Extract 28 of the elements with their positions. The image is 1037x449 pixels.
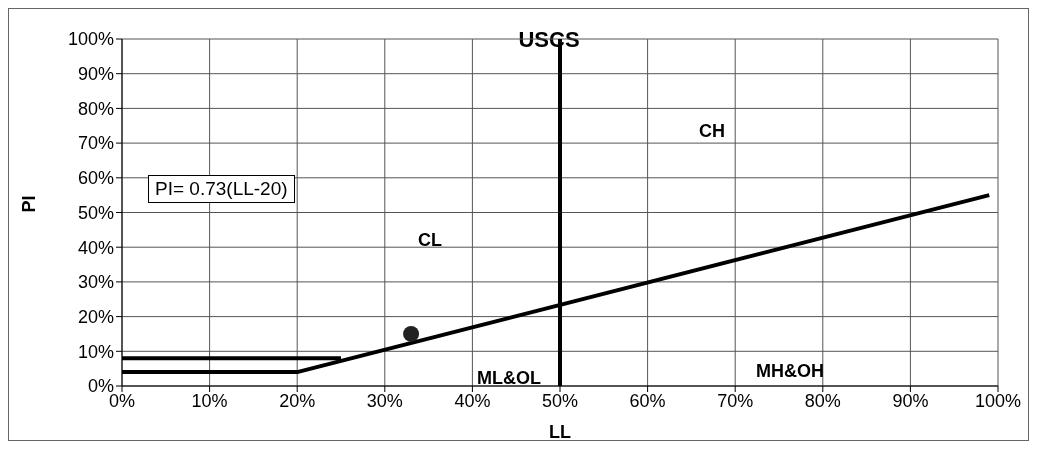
chart-title: USCS: [517, 27, 581, 53]
y-tick-label: 30%: [77, 272, 114, 293]
y-tick-label: 40%: [77, 237, 114, 258]
annotation: CH: [699, 120, 725, 142]
x-tick-label: 50%: [541, 390, 579, 411]
y-tick-label: 70%: [77, 133, 114, 154]
y-axis-title: PI: [19, 195, 40, 213]
y-tick-label: 60%: [77, 168, 114, 189]
y-tick-label: 10%: [77, 341, 114, 362]
y-tick-label: 90%: [77, 64, 114, 85]
x-tick-label: 30%: [366, 390, 403, 411]
y-tick-label: 100%: [67, 29, 114, 50]
y-tick-label: 20%: [77, 306, 114, 327]
x-axis-title: LL: [549, 422, 571, 442]
x-tick-label: 10%: [191, 390, 228, 411]
x-tick-label: 60%: [629, 390, 666, 411]
annotation: ML&OL: [477, 367, 541, 389]
x-tick-label: 20%: [279, 390, 316, 411]
x-tick-label: 100%: [974, 390, 1022, 411]
x-tick-label: 70%: [717, 390, 754, 411]
annotation: MH&OH: [756, 360, 824, 382]
x-tick-label: 40%: [454, 390, 491, 411]
annotation: CL: [418, 229, 442, 251]
y-tick-label: 50%: [77, 202, 114, 223]
x-tick-label: 90%: [892, 390, 929, 411]
annotation: PI= 0.73(LL-20): [148, 175, 295, 203]
x-tick-label: 80%: [804, 390, 841, 411]
y-tick-label: 80%: [77, 98, 114, 119]
